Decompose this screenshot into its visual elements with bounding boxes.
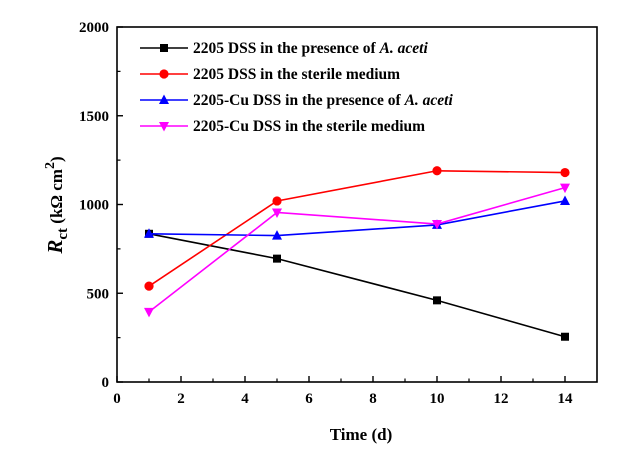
series-2: [144, 166, 570, 291]
data-point: [144, 307, 154, 318]
legend-label: 2205-Cu DSS in the sterile medium: [193, 118, 425, 135]
legend-marker: [159, 69, 169, 79]
x-axis-title: Time (d): [330, 425, 393, 444]
data-point: [560, 183, 570, 194]
legend-entry: 2205-Cu DSS in the sterile medium: [140, 118, 425, 135]
y-axis-subscript: ct: [55, 228, 71, 240]
x-tick-label: 8: [369, 391, 377, 407]
legend-entry: 2205-Cu DSS in the presence of A. aceti: [140, 92, 453, 109]
legend-label-text: 2205-Cu DSS in the sterile medium: [193, 118, 425, 135]
y-axis-unit-sup: 2: [43, 162, 58, 169]
y-tick-label: 0: [102, 375, 110, 391]
data-point: [272, 196, 282, 206]
data-point: [561, 332, 569, 341]
data-point: [144, 281, 154, 291]
legend-entry: 2205 DSS in the presence of A. aceti: [140, 40, 428, 57]
data-point: [433, 296, 441, 305]
legend-marker: [160, 44, 168, 52]
legend-marker: [159, 122, 169, 132]
legend-label: 2205-Cu DSS in the presence of A. aceti: [193, 92, 453, 109]
legend-label-text: 2205 DSS in the sterile medium: [193, 66, 400, 83]
data-point: [432, 166, 442, 176]
series-line: [148, 169, 566, 287]
x-tick-label: 12: [494, 391, 509, 407]
x-tick-label: 0: [113, 391, 121, 407]
data-point: [432, 220, 442, 230]
data-point: [272, 208, 282, 218]
data-point: [560, 195, 570, 205]
legend-label-italic: A. aceti: [404, 92, 454, 109]
legend-label: 2205 DSS in the sterile medium: [193, 66, 400, 83]
legend-entry: 2205 DSS in the sterile medium: [140, 66, 400, 83]
axes: 0 2 4 6 8 10 12 14 0 500 1000 1500 2000: [79, 20, 598, 407]
y-axis-symbol: R: [43, 240, 67, 255]
legend-label: 2205 DSS in the presence of A. aceti: [193, 40, 428, 57]
y-axis-title: Rct (kΩ cm2): [43, 156, 71, 254]
data-point: [144, 228, 154, 238]
series-line: [148, 233, 566, 338]
legend-marker: [159, 94, 169, 104]
x-tick-label: 6: [305, 391, 313, 407]
x-tick-label: 2: [177, 391, 185, 407]
x-tick-label: 14: [558, 391, 574, 407]
data-point: [560, 167, 570, 178]
data-point: [273, 254, 281, 263]
y-tick-label: 1500: [79, 109, 109, 125]
legend-label-text: 2205 DSS in the presence of: [193, 40, 380, 57]
y-axis-unit: (kΩ cm: [47, 169, 66, 228]
series-line: [148, 200, 566, 237]
legend-label-text: 2205-Cu DSS in the presence of: [193, 92, 405, 109]
data-point: [272, 230, 282, 240]
series-4: [144, 183, 570, 318]
series-layer: [144, 166, 570, 341]
y-tick-label: 500: [87, 286, 110, 302]
y-tick-label: 1000: [79, 198, 109, 214]
y-tick-label: 2000: [79, 20, 109, 36]
series-line: [148, 186, 566, 313]
x-tick-label: 4: [241, 391, 249, 407]
x-tick-label: 10: [430, 391, 445, 407]
y-axis-unit-close: ): [47, 156, 66, 162]
legend-label-italic: A. aceti: [379, 40, 429, 57]
legend: 2205 DSS in the presence of A. aceti2205…: [140, 40, 453, 135]
